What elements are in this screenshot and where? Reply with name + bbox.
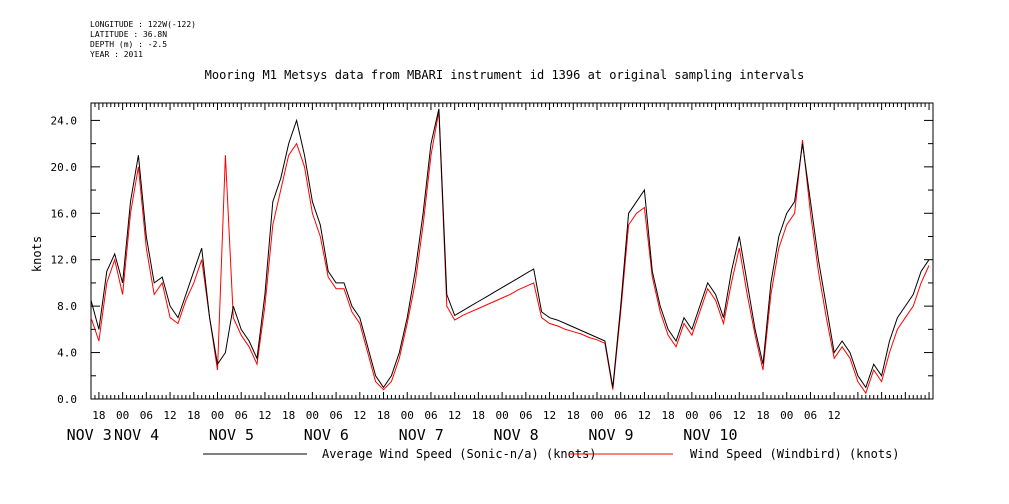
y-tick-label: 0.0 — [57, 393, 77, 406]
y-tick-label: 8.0 — [57, 300, 77, 313]
x-tick-label: 06 — [614, 409, 627, 422]
plot-frame — [90, 102, 934, 400]
x-tick-label: 00 — [780, 409, 793, 422]
x-day-label: NOV 9 — [588, 426, 633, 444]
x-tick-label: 18 — [567, 409, 580, 422]
series-line-windbird — [90, 111, 930, 395]
metadata-block: LONGITUDE : 122W(-122) LATITUDE : 36.8N … — [90, 20, 196, 60]
x-tick-label: 06 — [329, 409, 342, 422]
x-tick-label: 06 — [140, 409, 153, 422]
x-tick-label: 12 — [733, 409, 746, 422]
y-tick-label: 12.0 — [51, 254, 78, 267]
x-day-label: NOV 4 — [114, 426, 159, 444]
x-tick-label: 18 — [282, 409, 295, 422]
series-group — [90, 108, 930, 395]
chart-title: Mooring M1 Metsys data from MBARI instru… — [204, 68, 805, 82]
legend: Average Wind Speed (Sonic-n/a) (knots) W… — [203, 447, 900, 461]
x-day-label: NOV 7 — [399, 426, 444, 444]
legend-label-windbird: Wind Speed (Windbird) (knots) — [690, 447, 900, 461]
x-day-label: NOV 10 — [683, 426, 737, 444]
y-axis-label: knots — [30, 236, 44, 272]
x-tick-label: 06 — [709, 409, 722, 422]
x-tick-label: 18 — [472, 409, 485, 422]
x-tick-label: 18 — [662, 409, 675, 422]
x-day-label: NOV 8 — [494, 426, 539, 444]
x-day-label: NOV 6 — [304, 426, 349, 444]
x-tick-label: 00 — [495, 409, 508, 422]
x-tick-label: 00 — [590, 409, 603, 422]
y-tick-label: 16.0 — [51, 207, 78, 220]
x-day-label: NOV 3 — [67, 426, 112, 444]
x-tick-label: 18 — [756, 409, 769, 422]
x-tick-label: 12 — [638, 409, 651, 422]
x-tick-label: 12 — [258, 409, 271, 422]
x-axis: 18 00 06 12 18 00 06 12 18 00 06 12 18 00 06 12 18 00 06 12… — [67, 409, 841, 444]
y-tick-label: 24.0 — [51, 114, 78, 127]
x-tick-label: 12 — [163, 409, 176, 422]
x-tick-label: 00 — [401, 409, 414, 422]
minor-ticks — [90, 103, 934, 399]
x-tick-label: 06 — [804, 409, 817, 422]
x-tick-label: 00 — [685, 409, 698, 422]
y-axis: 0.0 4.0 8.0 12.0 16.0 20.0 24.0 — [51, 114, 933, 406]
x-tick-label: 00 — [306, 409, 319, 422]
x-tick-label: 12 — [828, 409, 841, 422]
x-tick-label: 18 — [187, 409, 200, 422]
y-tick-label: 20.0 — [51, 161, 78, 174]
legend-label-sonic: Average Wind Speed (Sonic-n/a) (knots) — [322, 447, 597, 461]
x-tick-label: 00 — [116, 409, 129, 422]
depth-label: DEPTH (m) : -2.5 — [90, 40, 168, 49]
x-tick-label: 18 — [92, 409, 105, 422]
x-tick-label: 12 — [543, 409, 556, 422]
x-day-label: NOV 5 — [209, 426, 254, 444]
x-tick-label: 06 — [424, 409, 437, 422]
x-tick-label: 18 — [377, 409, 390, 422]
series-line-sonic — [90, 108, 930, 389]
x-tick-label: 00 — [211, 409, 224, 422]
year-label: YEAR : 2011 — [90, 50, 143, 59]
x-tick-label: 06 — [519, 409, 532, 422]
x-tick-label: 12 — [448, 409, 461, 422]
x-tick-label: 06 — [235, 409, 248, 422]
x-tick-label: 12 — [353, 409, 366, 422]
longitude-label: LONGITUDE : 122W(-122) — [90, 20, 196, 29]
latitude-label: LATITUDE : 36.8N — [90, 30, 168, 39]
y-tick-label: 4.0 — [57, 347, 77, 360]
